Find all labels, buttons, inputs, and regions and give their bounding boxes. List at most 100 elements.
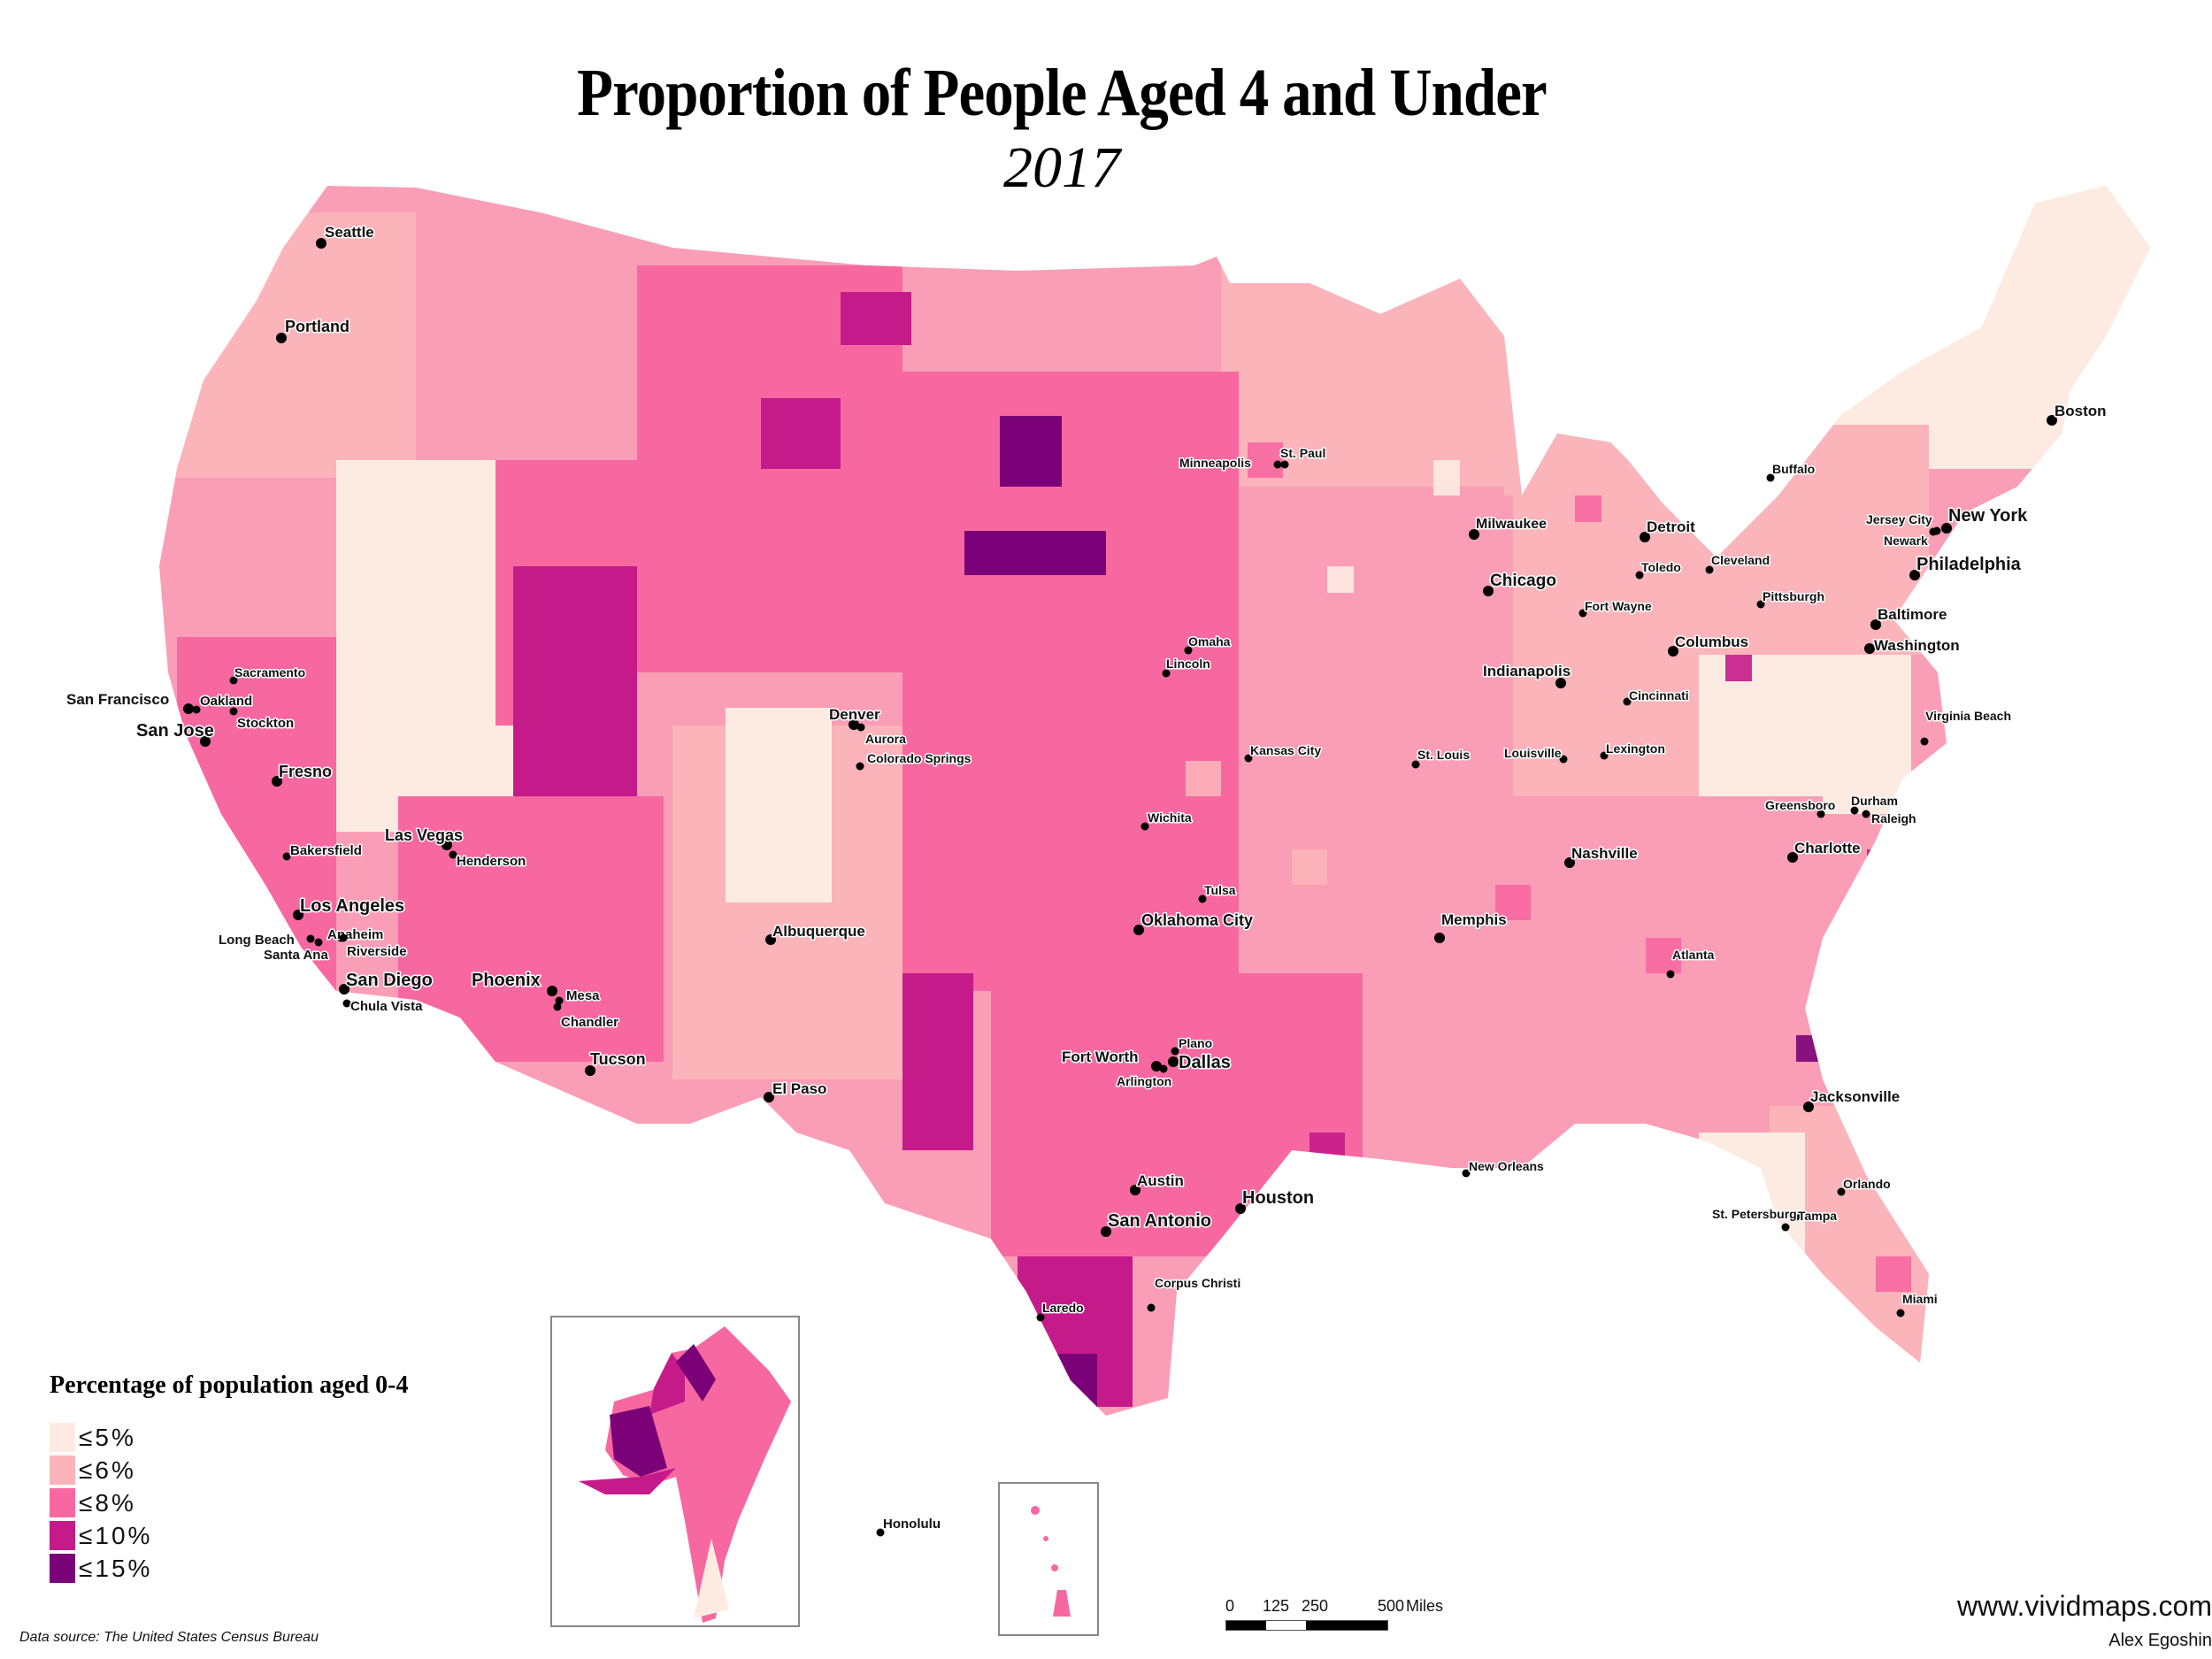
city-marker: Cincinnati bbox=[1623, 687, 1690, 706]
city-marker: Newark bbox=[1883, 527, 1938, 549]
city-marker: Baltimore bbox=[1870, 605, 1948, 630]
city-label: Dallas bbox=[1179, 1053, 1231, 1072]
city-marker: Tulsa bbox=[1198, 882, 1237, 903]
city-label: Jacksonville bbox=[1810, 1088, 1900, 1105]
city-dot-icon bbox=[764, 1092, 774, 1102]
city-marker: Charlotte bbox=[1787, 839, 1862, 863]
city-marker: Miami bbox=[1896, 1291, 1939, 1317]
city-label: San Antonio bbox=[1108, 1211, 1211, 1231]
city-marker: Nashville bbox=[1564, 844, 1639, 868]
city-label: Chula Vista bbox=[350, 999, 423, 1014]
city-dot-icon bbox=[1766, 473, 1775, 482]
city-marker: Louisville bbox=[1503, 745, 1568, 764]
city-label: Tampa bbox=[1798, 1209, 1837, 1223]
city-label: Columbus bbox=[1675, 634, 1748, 650]
city-dot-icon bbox=[1559, 755, 1568, 764]
city-label: Charlotte bbox=[1794, 840, 1861, 856]
city-label: Phoenix bbox=[472, 971, 541, 990]
city-marker: St. Petersburg bbox=[1711, 1206, 1798, 1232]
city-label: El Paso bbox=[772, 1080, 826, 1097]
city-marker: Oakland bbox=[192, 693, 254, 714]
city-marker: Arlington bbox=[1116, 1064, 1173, 1090]
city-label: Indianapolis bbox=[1483, 663, 1571, 680]
city-marker: Henderson bbox=[449, 850, 527, 871]
map-legend: Percentage of population aged 0-4 ≤5% ≤6… bbox=[50, 1371, 408, 1585]
city-marker: Atlanta bbox=[1666, 947, 1716, 979]
city-marker: Denver bbox=[828, 705, 882, 730]
city-label: Lincoln bbox=[1166, 657, 1210, 671]
city-dot-icon bbox=[1147, 1303, 1156, 1312]
city-dot-icon bbox=[1666, 970, 1675, 979]
city-marker: Wichita bbox=[1141, 810, 1193, 831]
city-marker: Austin bbox=[1130, 1171, 1185, 1195]
city-dot-icon bbox=[1635, 571, 1644, 580]
city-label: Sacramento bbox=[234, 665, 305, 680]
city-dot-icon bbox=[293, 910, 303, 920]
city-dot-icon bbox=[1133, 925, 1144, 935]
city-marker: Jacksonville bbox=[1803, 1087, 1901, 1112]
city-label: Fort Worth bbox=[1062, 1048, 1139, 1065]
legend-swatch bbox=[50, 1455, 75, 1485]
city-marker: Colorado Springs bbox=[856, 750, 972, 771]
city-marker: Honolulu bbox=[876, 1516, 941, 1537]
city-dot-icon bbox=[229, 676, 238, 685]
city-label: Arlington bbox=[1117, 1074, 1171, 1088]
city-marker: Plano bbox=[1171, 1035, 1214, 1056]
city-marker: Phoenix bbox=[471, 970, 557, 996]
city-label: Fresno bbox=[279, 763, 332, 780]
city-dot-icon bbox=[1101, 1226, 1111, 1237]
legend-label: ≤8% bbox=[79, 1488, 136, 1517]
city-dot-icon bbox=[1130, 1185, 1141, 1195]
city-dot-icon bbox=[1600, 751, 1609, 760]
legend-label: ≤10% bbox=[79, 1521, 153, 1549]
city-label: Los Angeles bbox=[300, 896, 404, 916]
city-dot-icon bbox=[1850, 806, 1859, 815]
scale-bar: 0 125 250 500 Miles bbox=[1225, 1597, 1443, 1631]
city-label: San Diego bbox=[346, 971, 433, 990]
city-dot-icon bbox=[314, 938, 323, 947]
legend-item-8: ≤8% bbox=[50, 1486, 408, 1519]
city-marker: Stockton bbox=[229, 707, 296, 733]
alaska-inset bbox=[550, 1316, 800, 1627]
city-dot-icon bbox=[183, 703, 194, 714]
city-label: Buffalo bbox=[1772, 462, 1815, 476]
city-marker: Orlando bbox=[1837, 1176, 1892, 1196]
city-label: Baltimore bbox=[1878, 606, 1947, 623]
city-dot-icon bbox=[1781, 1223, 1790, 1232]
city-dot-icon bbox=[1434, 933, 1445, 943]
legend-item-6: ≤6% bbox=[50, 1454, 408, 1486]
city-marker: Las Vegas bbox=[384, 826, 465, 850]
city-dot-icon bbox=[1864, 643, 1875, 654]
website-credit[interactable]: www.vividmaps.com bbox=[1956, 1590, 2212, 1622]
hawaii-map bbox=[1031, 1506, 1071, 1617]
city-dot-icon bbox=[2047, 415, 2057, 426]
city-dot-icon bbox=[1756, 600, 1765, 609]
city-dot-icon bbox=[1184, 646, 1193, 655]
city-dot-icon bbox=[555, 996, 564, 1005]
city-dot-icon bbox=[1564, 857, 1575, 868]
city-marker: El Paso bbox=[764, 1079, 828, 1102]
city-marker: Portland bbox=[276, 317, 351, 343]
city-label: Louisville bbox=[1504, 746, 1562, 760]
city-dot-icon bbox=[339, 984, 349, 995]
city-marker: Washington bbox=[1864, 636, 1961, 656]
city-marker: Laredo bbox=[1036, 1300, 1085, 1322]
city-marker: Buffalo bbox=[1766, 461, 1816, 482]
city-dot-icon bbox=[282, 852, 291, 861]
city-dot-icon bbox=[1870, 619, 1881, 630]
city-label: Henderson bbox=[457, 854, 526, 869]
city-label: Portland bbox=[285, 318, 349, 335]
city-dot-icon bbox=[1668, 646, 1678, 657]
city-label: Houston bbox=[1242, 1188, 1314, 1208]
city-marker: Pittsburgh bbox=[1756, 588, 1826, 609]
data-source: Data source: The United States Census Bu… bbox=[19, 1630, 319, 1645]
city-label: Santa Ana bbox=[264, 948, 328, 963]
city-dot-icon bbox=[856, 762, 864, 771]
city-marker: Long Beach bbox=[218, 932, 315, 949]
city-marker: Columbus bbox=[1668, 633, 1750, 657]
city-label: Jersey City bbox=[1866, 512, 1932, 526]
city-marker: Omaha bbox=[1184, 634, 1232, 655]
city-marker: Oklahoma City bbox=[1133, 910, 1255, 935]
city-dot-icon bbox=[553, 1002, 562, 1011]
city-marker: Bakersfield bbox=[282, 842, 363, 861]
